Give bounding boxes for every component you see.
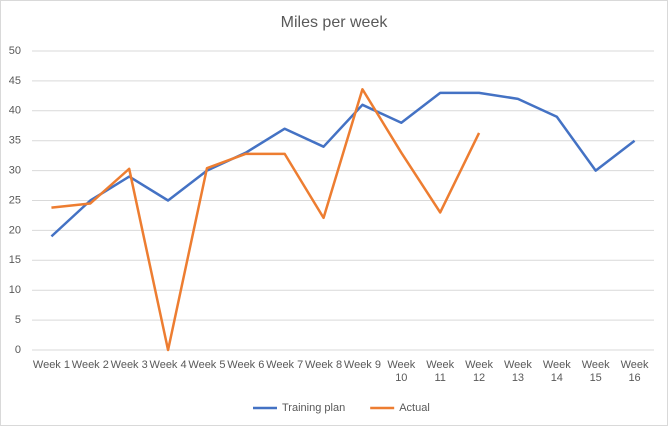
chart-title: Miles per week [281, 14, 389, 31]
x-tick-label: Week 6 [227, 359, 265, 371]
x-tick-label: Week 14 [542, 359, 571, 384]
x-tick-label: Week 9 [343, 359, 381, 371]
y-tick-label: 5 [15, 314, 21, 326]
x-tick-label: Week 8 [305, 359, 343, 371]
y-tick-label: 25 [9, 194, 21, 206]
x-tick-label: Week 4 [149, 359, 187, 371]
legend-label: Actual [399, 402, 430, 414]
legend-label: Training plan [282, 402, 345, 414]
x-tick-label: Week 10 [387, 359, 416, 384]
y-tick-label: 40 [9, 105, 21, 117]
x-tick-label: Week 3 [110, 359, 148, 371]
x-tick-label: Week 5 [188, 359, 226, 371]
x-tick-label: Week 15 [581, 359, 610, 384]
y-tick-label: 35 [9, 135, 21, 147]
y-tick-label: 15 [9, 254, 21, 266]
x-tick-label: Week 11 [426, 359, 455, 384]
x-tick-label: Week 16 [620, 359, 649, 384]
series-line [50, 91, 636, 238]
y-tick-label: 50 [9, 45, 21, 57]
x-tick-label: Week 1 [32, 359, 70, 371]
y-tick-label: 20 [9, 224, 21, 236]
y-tick-label: 30 [9, 165, 21, 177]
x-tick-label: Week 13 [503, 359, 532, 384]
y-tick-label: 0 [15, 344, 21, 356]
x-tick-label: Week 12 [465, 359, 494, 384]
x-tick-label: Week 2 [71, 359, 109, 371]
x-tick-label: Week 7 [266, 359, 304, 371]
y-tick-label: 10 [9, 284, 21, 296]
y-tick-label: 45 [9, 75, 21, 87]
series-line [51, 88, 481, 352]
